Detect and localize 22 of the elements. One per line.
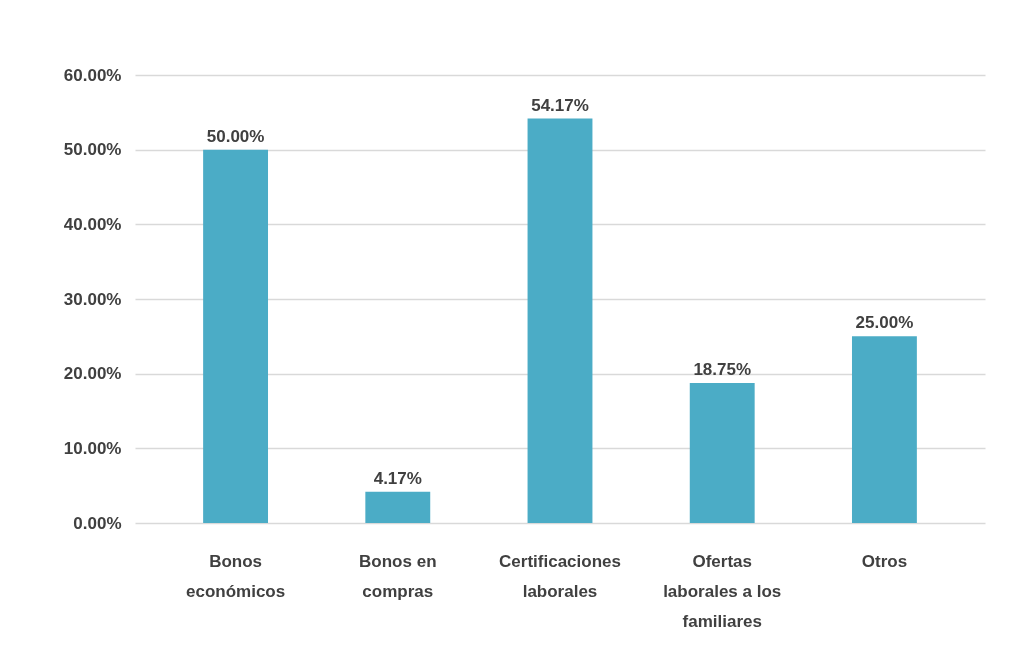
y-tick-label: 0.00% [73,513,122,533]
x-tick-label: Ofertas laborales a los familiares [663,551,782,631]
data-label: 4.17% [373,468,422,488]
data-label: 54.17% [531,95,589,115]
y-tick-label: 60.00% [63,65,122,85]
y-tick-label: 20.00% [63,364,122,384]
x-tick-label: Bonos económicos [185,551,286,601]
data-label: 18.75% [693,360,752,379]
bar [365,491,431,523]
bar [527,118,593,523]
data-label: 25.00% [855,313,914,333]
x-tick-label: Otros [861,551,908,571]
bar [203,149,269,523]
y-tick-label: 40.00% [63,214,122,234]
y-tick-label: 10.00% [63,438,122,458]
data-label: 50.00% [206,126,265,146]
x-tick-label: Certificaciones laborales [499,551,621,601]
x-tick-label: Bonos en compras [359,551,437,601]
bar [689,383,755,523]
y-tick-label: 30.00% [63,289,122,309]
bar [851,336,917,523]
y-tick-label: 50.00% [63,140,122,160]
